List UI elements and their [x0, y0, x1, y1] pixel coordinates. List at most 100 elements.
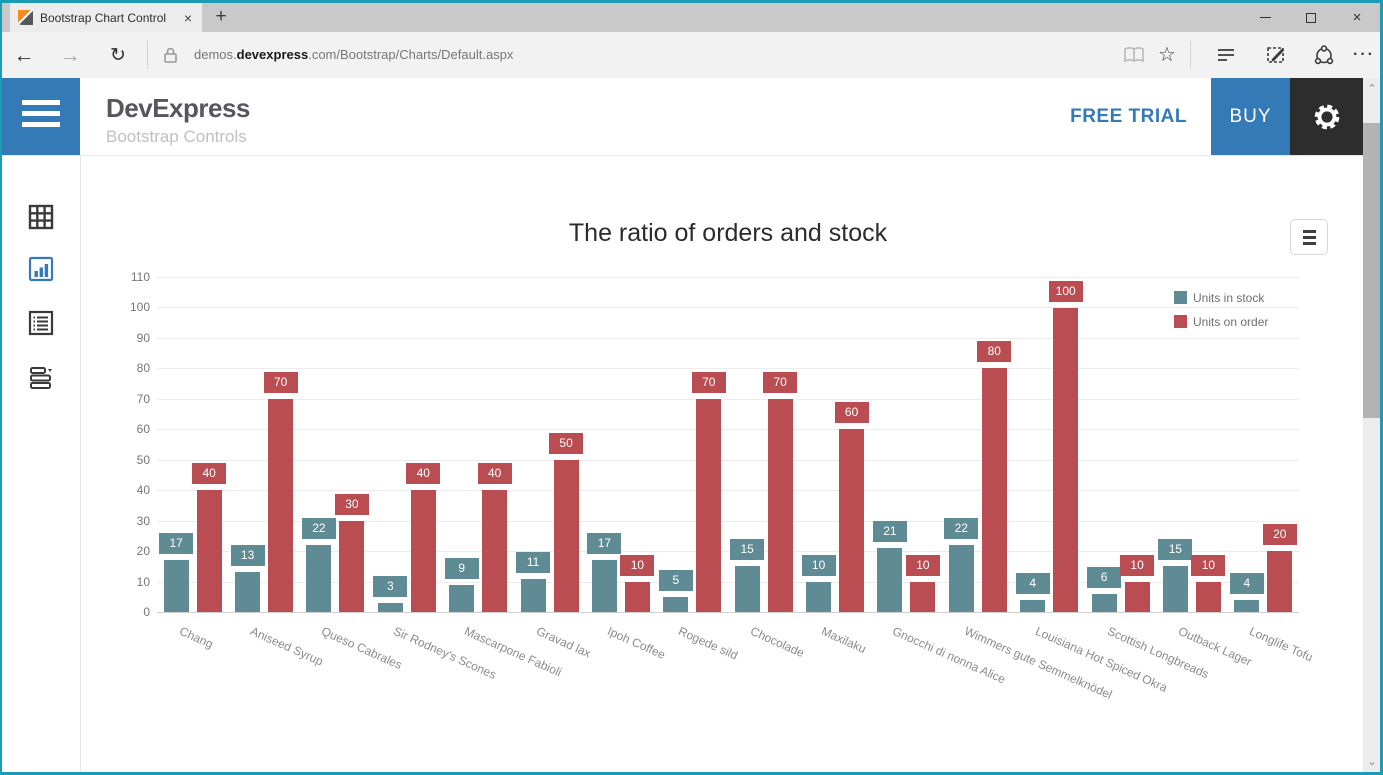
bar-value-label: 6	[1087, 566, 1122, 588]
gridline-70	[157, 399, 1299, 400]
bar-value-label: 15	[730, 539, 765, 561]
sidebar-item-grids[interactable]	[27, 203, 55, 231]
reading-view-button[interactable]	[1122, 43, 1146, 67]
bar-value-label: 10	[620, 554, 655, 576]
gridline-50	[157, 460, 1299, 461]
bar-units-in-stock-Mascarpone Fabioli[interactable]	[449, 584, 475, 612]
page-scrollbar[interactable]: ⌃ ⌄	[1363, 78, 1380, 772]
bar-units-in-stock-Louisiana Hot Spiced Okra[interactable]	[1020, 599, 1046, 612]
forward-button[interactable]: →	[58, 43, 82, 67]
bar-value-label: 70	[691, 371, 726, 393]
bar-units-in-stock-Ipoh Coffee[interactable]	[591, 560, 617, 612]
bar-value-label: 70	[263, 371, 298, 393]
settings-button[interactable]	[1290, 78, 1363, 155]
x-axis-label-aniseed-syrup: Aniseed Syrup	[248, 624, 326, 669]
tab-title: Bootstrap Chart Control	[40, 10, 167, 25]
tab-close-icon[interactable]: ×	[183, 9, 192, 26]
bar-units-on-order-Longlife Tofu[interactable]	[1267, 551, 1293, 612]
back-button[interactable]: ←	[12, 43, 36, 67]
sidebar-item-charts[interactable]	[27, 255, 55, 283]
legend-swatch	[1174, 315, 1187, 328]
bar-chart-icon	[28, 256, 54, 282]
y-axis-tick-60: 60	[136, 422, 150, 436]
bar-units-in-stock-Wimmers gute Semmelknödel[interactable]	[948, 545, 974, 612]
bar-units-in-stock-Sir Rodney's Scones[interactable]	[377, 602, 403, 612]
y-axis-tick-110: 110	[130, 270, 150, 284]
refresh-button[interactable]: ↻	[106, 43, 130, 67]
bar-units-in-stock-Scottish Longbreads[interactable]	[1091, 593, 1117, 612]
maximize-icon	[1306, 12, 1316, 23]
address-bar[interactable]: demos.devexpress.com/Bootstrap/Charts/De…	[194, 32, 513, 78]
bar-units-in-stock-Gnocchi di nonna Alice[interactable]	[877, 548, 903, 612]
bar-units-in-stock-Aniseed Syrup[interactable]	[235, 572, 261, 612]
gridline-90	[157, 338, 1299, 339]
bar-units-on-order-Sir Rodney's Scones[interactable]	[410, 490, 436, 612]
free-trial-link[interactable]: FREE TRIAL	[1070, 106, 1187, 127]
bar-units-on-order-Chocolade[interactable]	[767, 398, 793, 612]
bar-units-in-stock-Maxilaku[interactable]	[806, 581, 832, 612]
chart-export-menu-button[interactable]	[1290, 219, 1328, 255]
bar-units-on-order-Wimmers gute Semmelknödel[interactable]	[981, 368, 1007, 612]
sidebar-item-editors[interactable]	[27, 363, 55, 391]
web-note-button[interactable]	[1264, 43, 1288, 67]
bar-units-on-order-Ipoh Coffee[interactable]	[624, 581, 650, 612]
scroll-up-icon[interactable]: ⌃	[1367, 83, 1377, 95]
bar-units-on-order-Chang[interactable]	[196, 490, 222, 612]
bar-units-on-order-Gnocchi di nonna Alice[interactable]	[910, 581, 936, 612]
grid-icon	[28, 204, 54, 230]
sidebar-item-data-display[interactable]	[27, 309, 55, 337]
gridline-60	[157, 429, 1299, 430]
bar-units-on-order-Aniseed Syrup[interactable]	[268, 398, 294, 612]
maximize-button[interactable]	[1288, 3, 1334, 32]
gridline-100	[157, 307, 1299, 308]
new-tab-button[interactable]: +	[215, 6, 227, 27]
legend-item-units-in-stock: Units in stock	[1174, 291, 1264, 305]
y-axis-tick-80: 80	[136, 361, 150, 375]
bar-units-in-stock-Chang[interactable]	[163, 560, 189, 612]
y-axis-tick-90: 90	[136, 331, 150, 345]
minimize-button[interactable]	[1242, 3, 1288, 32]
book-icon	[1124, 47, 1144, 63]
browser-tab[interactable]: Bootstrap Chart Control ×	[10, 3, 202, 32]
bar-units-in-stock-Rogede sild[interactable]	[663, 596, 689, 612]
bar-value-label: 10	[801, 554, 836, 576]
bar-units-on-order-Louisiana Hot Spiced Okra[interactable]	[1053, 307, 1079, 612]
x-axis-label-gravad-lax: Gravad lax	[533, 624, 593, 661]
star-icon: ☆	[1158, 44, 1176, 66]
buy-button[interactable]: BUY	[1211, 78, 1290, 155]
minimize-icon	[1259, 17, 1271, 18]
share-button[interactable]	[1312, 43, 1336, 67]
x-axis-label-rogede-sild: Rogede sild	[676, 624, 741, 663]
bar-value-label: 20	[1262, 524, 1297, 546]
bar-units-on-order-Mascarpone Fabioli[interactable]	[482, 490, 508, 612]
bar-value-label: 4	[1229, 572, 1264, 594]
favorites-button[interactable]: ☆	[1155, 43, 1179, 67]
menu-button[interactable]	[2, 78, 80, 155]
bar-units-on-order-Rogede sild[interactable]	[696, 398, 722, 612]
bar-value-label: 100	[1048, 280, 1083, 302]
bar-value-label: 10	[1120, 554, 1155, 576]
sidebar	[2, 156, 81, 772]
editors-icon	[30, 367, 52, 389]
bar-value-label: 10	[905, 554, 940, 576]
bar-units-on-order-Outback Lager[interactable]	[1195, 581, 1221, 612]
bar-units-on-order-Gravad lax[interactable]	[553, 459, 579, 612]
bar-units-on-order-Maxilaku[interactable]	[839, 429, 865, 612]
bar-units-in-stock-Gravad lax[interactable]	[520, 578, 546, 612]
bar-units-in-stock-Chocolade[interactable]	[734, 566, 760, 612]
hub-button[interactable]	[1214, 43, 1238, 67]
gridline-110	[157, 277, 1299, 278]
y-axis-tick-30: 30	[136, 514, 150, 528]
bar-units-on-order-Queso Cabrales[interactable]	[339, 520, 365, 612]
scrollbar-thumb[interactable]	[1363, 123, 1380, 418]
scroll-down-icon[interactable]: ⌄	[1367, 756, 1377, 768]
bar-units-in-stock-Longlife Tofu[interactable]	[1234, 599, 1260, 612]
bar-value-label: 30	[334, 493, 369, 515]
bar-value-label: 4	[1015, 572, 1050, 594]
bar-units-in-stock-Outback Lager[interactable]	[1162, 566, 1188, 612]
back-icon: ←	[13, 43, 35, 67]
close-button[interactable]: ×	[1334, 3, 1380, 32]
bar-units-on-order-Scottish Longbreads[interactable]	[1124, 581, 1150, 612]
bar-units-in-stock-Queso Cabrales[interactable]	[306, 545, 332, 612]
more-button[interactable]: ···	[1352, 43, 1376, 67]
